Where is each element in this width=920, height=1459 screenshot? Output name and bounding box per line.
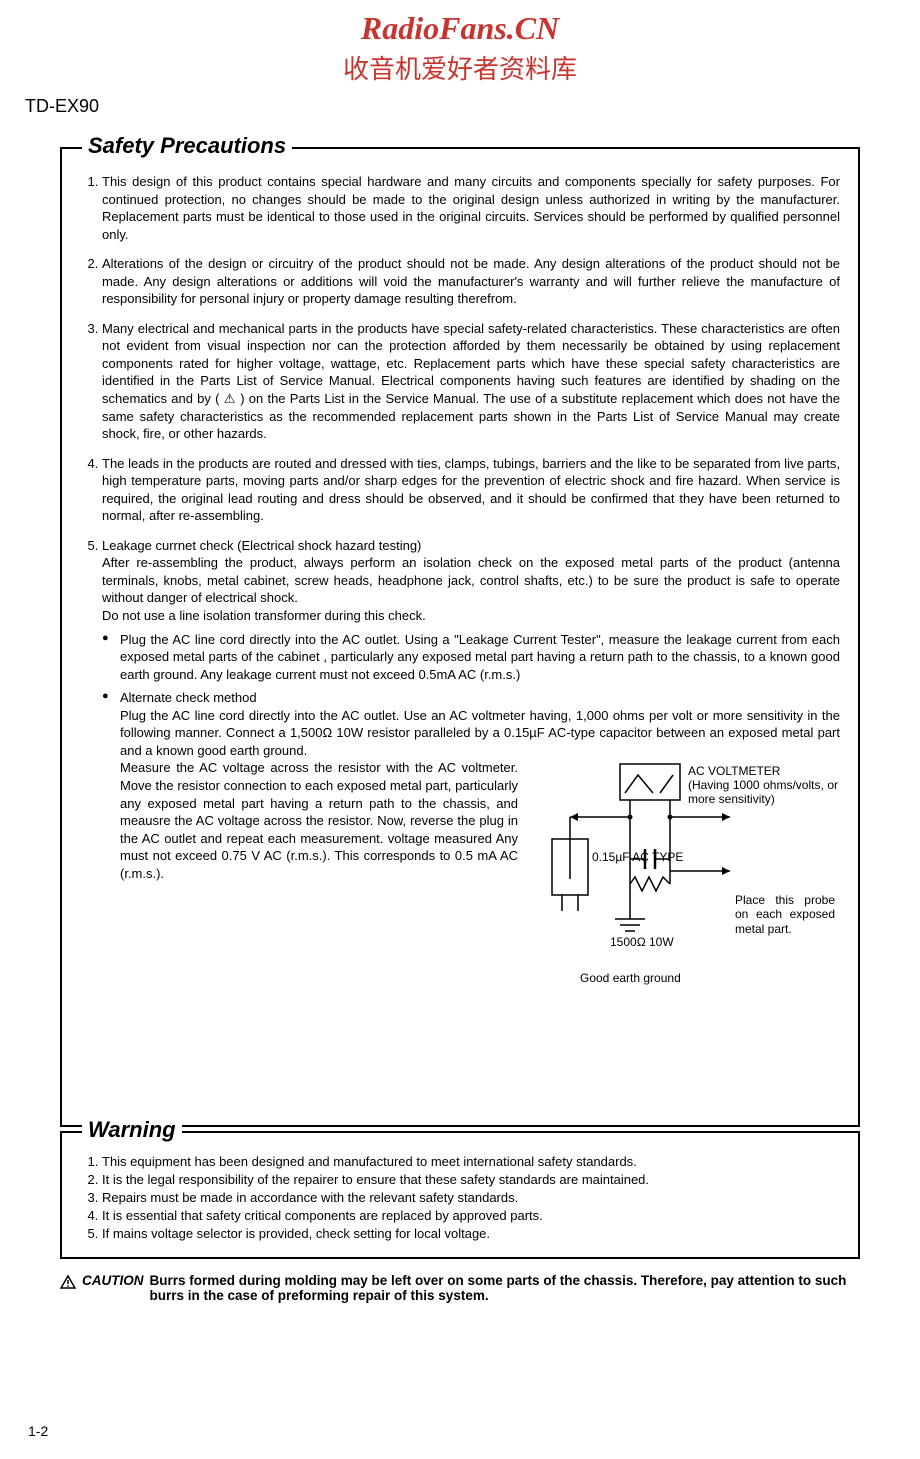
page-number: 1-2	[28, 1423, 900, 1439]
item5-body: After re-assembling the product, always …	[102, 555, 840, 623]
diagram-ground: Good earth ground	[580, 970, 890, 986]
alt-intro: Plug the AC line cord directly into the …	[120, 708, 840, 758]
diagram-probe: Place this probe on each exposed metal p…	[735, 893, 835, 936]
warning-item: It is essential that safety critical com…	[102, 1207, 840, 1225]
warning-item: It is the legal responsibility of the re…	[102, 1171, 840, 1189]
warning-triangle-icon	[60, 1275, 76, 1289]
warning-title: Warning	[82, 1117, 182, 1143]
alt-title: Alternate check method	[120, 690, 257, 705]
diagram-voltmeter: AC VOLTMETER	[688, 764, 838, 778]
sub-bullet-list: Plug the AC line cord directly into the …	[102, 631, 840, 1099]
warning-list: This equipment has been designed and man…	[80, 1153, 840, 1244]
warning-item: This equipment has been designed and man…	[102, 1153, 840, 1171]
alt-method-text: Measure the AC voltage across the resist…	[120, 759, 518, 882]
diagram-voltmeter-note: (Having 1000 ohms/volts, or more sensiti…	[688, 778, 838, 807]
safety-item-5: Leakage currnet check (Electrical shock …	[102, 537, 840, 1099]
diagram-cap: 0.15µF AC TYPE	[592, 849, 712, 865]
safety-item: The leads in the products are routed and…	[102, 455, 840, 525]
document-page: RadioFans.CN 收音机爱好者资料库 TD-EX90 Safety Pr…	[0, 0, 920, 1459]
caution-text: Burrs formed during molding may be left …	[150, 1273, 861, 1303]
safety-item: This design of this product contains spe…	[102, 173, 840, 243]
safety-precautions-box: Safety Precautions This design of this p…	[60, 147, 860, 1127]
alt-method-row: Measure the AC voltage across the resist…	[120, 759, 840, 1098]
site-title: RadioFans.CN	[20, 10, 900, 47]
caution-label: CAUTION	[82, 1273, 144, 1288]
safety-item: Alterations of the design or circuitry o…	[102, 255, 840, 308]
item5-lead: Leakage currnet check (Electrical shock …	[102, 538, 421, 553]
circuit-diagram: AC VOLTMETER (Having 1000 ohms/volts, or…	[530, 759, 840, 1098]
warning-item: If mains voltage selector is provided, c…	[102, 1225, 840, 1243]
warning-box: Warning This equipment has been designed…	[60, 1131, 860, 1260]
safety-title: Safety Precautions	[82, 133, 292, 159]
safety-item: Many electrical and mechanical parts in …	[102, 320, 840, 443]
sub-bullet: Plug the AC line cord directly into the …	[102, 631, 840, 684]
site-subtitle: 收音机爱好者资料库	[20, 49, 900, 86]
safety-list: This design of this product contains spe…	[80, 173, 840, 1099]
diagram-resistor: 1500Ω 10W	[610, 934, 920, 950]
model-number: TD-EX90	[25, 96, 900, 117]
caution-row: CAUTION Burrs formed during molding may …	[60, 1273, 860, 1303]
sub-bullet-alt: Alternate check method Plug the AC line …	[102, 689, 840, 1098]
warning-item: Repairs must be made in accordance with …	[102, 1189, 840, 1207]
